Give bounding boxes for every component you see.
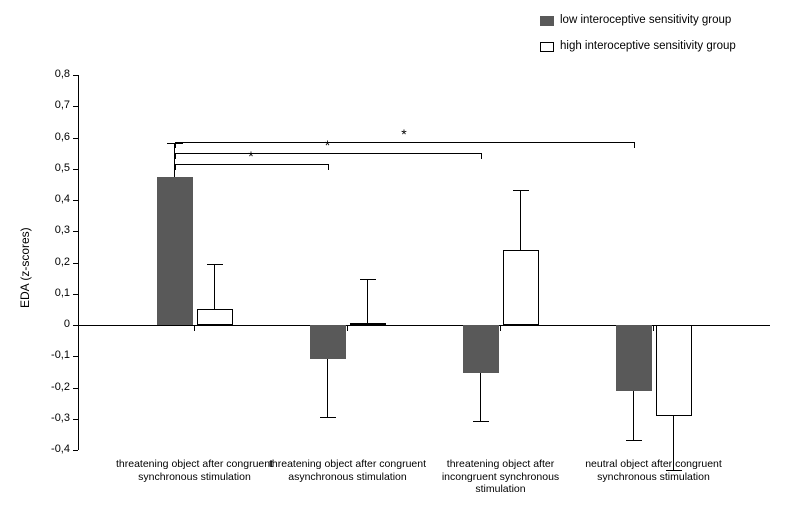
y-tick (73, 231, 78, 232)
significance-bracket (175, 142, 634, 143)
error-bar-cap (320, 417, 336, 418)
bar-high-group (656, 325, 692, 416)
error-bar (367, 280, 368, 324)
y-tick-label: -0,1 (28, 349, 70, 361)
significance-bracket-end (634, 142, 635, 148)
y-tick (73, 200, 78, 201)
y-tick-label: 0,1 (28, 287, 70, 299)
significance-star: * (398, 126, 410, 142)
bar-high-group (350, 323, 386, 325)
bar-high-group (197, 309, 233, 325)
bar-low-group (463, 325, 499, 373)
y-tick (73, 294, 78, 295)
significance-star: * (245, 148, 257, 164)
bar-low-group (157, 177, 193, 325)
y-tick (73, 450, 78, 451)
y-tick-label: 0,4 (28, 193, 70, 205)
y-tick-label: -0,3 (28, 412, 70, 424)
error-bar (327, 359, 328, 417)
significance-bracket-end (481, 153, 482, 159)
x-category-label: neutral object after congruent synchrono… (574, 458, 734, 483)
error-bar (480, 373, 481, 421)
error-bar-cap (626, 440, 642, 441)
y-tick (73, 138, 78, 139)
y-tick-label: 0,2 (28, 256, 70, 268)
bar-low-group (616, 325, 652, 391)
y-tick (73, 325, 78, 326)
y-tick-label: 0,5 (28, 162, 70, 174)
significance-bracket-end (175, 142, 176, 148)
significance-bracket-end (175, 153, 176, 159)
significance-bracket (175, 164, 328, 165)
significance-bracket (175, 153, 481, 154)
x-tick (500, 325, 501, 331)
error-bar (520, 191, 521, 250)
error-bar-cap (207, 264, 223, 265)
error-bar (214, 264, 215, 309)
y-tick-label: 0,3 (28, 224, 70, 236)
y-tick (73, 169, 78, 170)
x-tick (194, 325, 195, 331)
legend-label: high interoceptive sensitivity group (560, 40, 736, 52)
y-tick (73, 75, 78, 76)
legend-swatch (540, 42, 554, 52)
y-tick (73, 419, 78, 420)
significance-bracket-end (175, 164, 176, 170)
error-bar (174, 144, 175, 177)
y-axis-title: EDA (z-scores) (18, 227, 32, 308)
y-tick-label: 0 (28, 318, 70, 330)
y-tick (73, 263, 78, 264)
eda-bar-chart: -0,4 -0,3 -0,2 -0,1 0 0,1 0,2 0,3 0,4 0,5 0,6 0,7 0,… (0, 0, 800, 520)
y-tick (73, 106, 78, 107)
error-bar-cap (473, 421, 489, 422)
x-category-label: threatening object after congruent async… (268, 458, 428, 483)
significance-bracket-end (328, 164, 329, 170)
legend-swatch (540, 16, 554, 26)
error-bar (633, 391, 634, 441)
legend-label: low interoceptive sensitivity group (560, 14, 731, 26)
x-tick (653, 325, 654, 331)
y-axis (78, 75, 79, 450)
error-bar-cap (360, 279, 376, 280)
x-category-label: threatening object after incongruent syn… (421, 458, 581, 496)
y-tick (73, 388, 78, 389)
significance-star: * (322, 137, 334, 153)
y-tick-label: 0,7 (28, 99, 70, 111)
bar-low-group (310, 325, 346, 359)
y-tick-label: -0,4 (28, 443, 70, 455)
y-tick-label: 0,8 (28, 68, 70, 80)
error-bar-cap (513, 190, 529, 191)
y-tick-label: 0,6 (28, 131, 70, 143)
bar-high-group (503, 250, 539, 325)
x-tick (347, 325, 348, 331)
x-category-label: threatening object after congruent synch… (115, 458, 275, 483)
y-tick-label: -0,2 (28, 381, 70, 393)
y-tick (73, 356, 78, 357)
